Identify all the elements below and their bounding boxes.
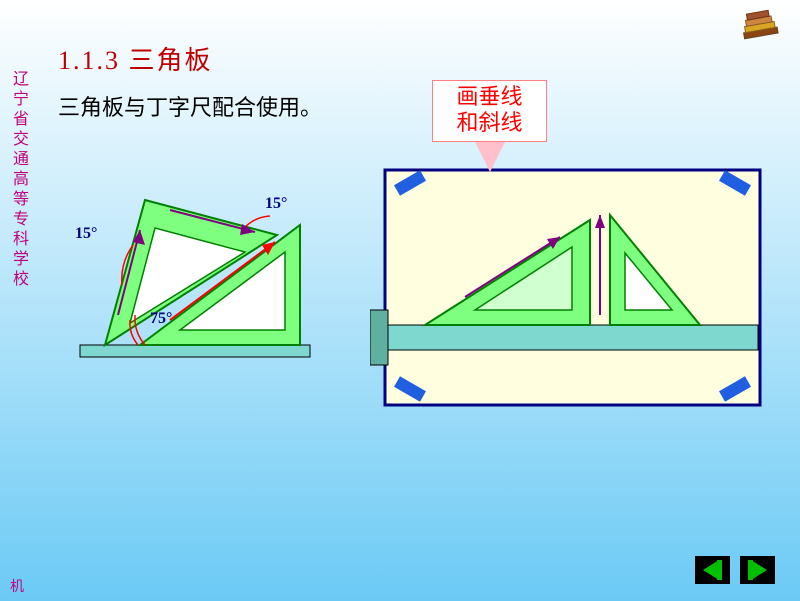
callout-arrow-icon bbox=[475, 142, 505, 172]
page-subtitle: 三角板与丁字尺配合使用。 bbox=[58, 90, 322, 122]
nav-next-button[interactable] bbox=[740, 556, 775, 589]
angle-label-15-right: 15° bbox=[265, 195, 287, 213]
callout-line1: 画垂线 bbox=[456, 84, 522, 109]
page-title: 1.1.3 三角板 bbox=[58, 40, 213, 77]
sidebar-school-name: 辽宁省交通高等专科学校 bbox=[10, 70, 30, 290]
callout-line2: 和斜线 bbox=[456, 110, 522, 135]
footer-char: 机 bbox=[10, 576, 24, 596]
angle-label-75: 75° bbox=[150, 310, 172, 328]
books-icon bbox=[735, 8, 785, 48]
callout-box: 画垂线 和斜线 bbox=[432, 80, 547, 142]
left-diagram: 15° 15° 75° bbox=[70, 170, 350, 370]
nav-prev-button[interactable] bbox=[695, 556, 730, 589]
right-diagram bbox=[370, 165, 770, 415]
angle-label-15-left: 15° bbox=[75, 225, 97, 243]
